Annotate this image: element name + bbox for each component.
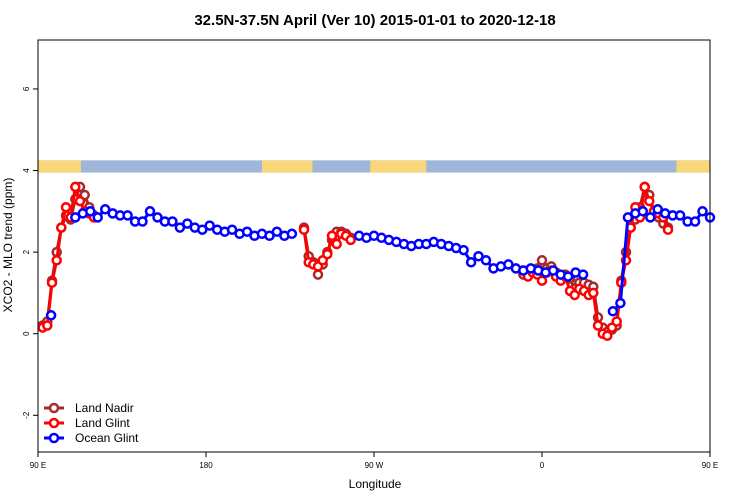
data-point: [51, 255, 62, 266]
data-point: [458, 244, 469, 256]
data-point: [644, 195, 655, 207]
data-point: [70, 212, 81, 223]
legend-item: Ocean Glint: [44, 431, 139, 445]
land-strip-segment: [676, 160, 710, 173]
data-point: [588, 287, 599, 299]
data-point: [345, 234, 356, 246]
legend-label: Land Nadir: [75, 401, 134, 415]
legend-marker: [48, 417, 60, 429]
data-point: [465, 257, 477, 268]
data-point: [645, 212, 656, 223]
data-point: [674, 210, 686, 221]
data-point: [536, 275, 548, 286]
data-point: [152, 212, 163, 223]
data-point: [42, 320, 53, 331]
data-point: [611, 316, 622, 327]
data-point: [56, 222, 67, 233]
y-tick-label: 0: [22, 331, 31, 336]
x-tick-label: 180: [199, 461, 213, 470]
legend-marker: [48, 402, 60, 414]
data-point: [226, 224, 238, 235]
land-strip-segment: [262, 160, 313, 173]
land-ocean-strip: [38, 160, 710, 173]
y-tick-label: 6: [22, 86, 31, 91]
legend-label: Land Glint: [75, 416, 130, 430]
x-tick-label: 90 E: [30, 461, 46, 470]
data-point: [639, 181, 650, 193]
data-point: [271, 226, 283, 237]
data-point: [503, 259, 514, 270]
data-point: [697, 206, 708, 217]
data-point: [607, 306, 619, 317]
series-ocean-glint: [45, 204, 716, 321]
data-point: [322, 248, 333, 260]
x-axis-ticks: 90 E 180 90 W 0 90 E: [30, 452, 718, 470]
data-point: [144, 206, 156, 217]
x-axis-label: Longitude: [349, 477, 402, 491]
data-point: [60, 201, 72, 213]
data-point: [577, 269, 589, 280]
data-point: [662, 224, 674, 235]
data-point: [122, 210, 133, 221]
data-point: [689, 216, 701, 227]
y-tick-label: 2: [22, 249, 31, 254]
data-point: [547, 265, 559, 276]
data-point: [197, 224, 208, 235]
y-axis-ticks: -2 0 2 4 6: [22, 86, 38, 419]
data-point: [536, 255, 548, 266]
series-land-glint: [37, 181, 674, 341]
y-tick-label: 4: [22, 168, 31, 173]
x-tick-label: 90 E: [702, 461, 718, 470]
legend-item: Land Nadir: [44, 401, 134, 415]
y-axis-label: XCO2 - MLO trend (ppm): [1, 178, 15, 313]
data-point: [46, 277, 58, 288]
legend-marker: [48, 432, 60, 444]
legend-item: Land Glint: [44, 416, 130, 430]
data-point: [298, 224, 310, 235]
data-point: [182, 218, 193, 229]
x-tick-label: 0: [540, 461, 545, 470]
data-point: [74, 195, 86, 207]
data-point: [99, 204, 111, 215]
data-point: [602, 330, 613, 341]
series-land-nadir: [37, 181, 674, 337]
data-point: [562, 271, 574, 282]
data-point: [137, 216, 148, 227]
data-point: [331, 238, 342, 250]
legend-label: Ocean Glint: [75, 431, 139, 445]
data-point: [652, 204, 663, 215]
plot-frame: [37, 39, 711, 453]
data-point: [70, 181, 81, 193]
land-strip-segment: [38, 160, 81, 173]
chart-title: 32.5N-37.5N April (Ver 10) 2015-01-01 to…: [194, 12, 555, 29]
data-point: [85, 206, 96, 217]
data-point: [480, 255, 492, 266]
data-point: [326, 230, 338, 242]
data-point: [204, 220, 215, 231]
data-point: [264, 230, 275, 242]
series-layer: [37, 181, 716, 341]
x-tick-label: 90 W: [365, 461, 384, 470]
data-point: [92, 212, 103, 223]
data-point: [312, 269, 324, 280]
data-point: [45, 310, 57, 321]
data-point: [286, 228, 298, 240]
data-point: [167, 216, 178, 227]
y-tick-label: -2: [22, 411, 31, 419]
data-point: [592, 320, 604, 331]
land-strip-segment: [370, 160, 427, 173]
data-point: [637, 206, 649, 217]
data-point: [241, 226, 253, 237]
data-point: [615, 297, 626, 309]
data-point: [473, 250, 484, 262]
